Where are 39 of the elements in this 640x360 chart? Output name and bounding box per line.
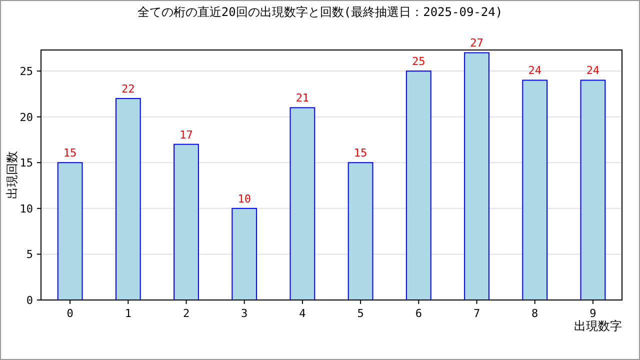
data-label: 15 xyxy=(63,146,77,160)
bar xyxy=(580,80,606,300)
x-tick-label: 5 xyxy=(357,307,364,320)
x-tick-label: 2 xyxy=(182,307,190,320)
bar xyxy=(174,144,199,300)
bar xyxy=(522,80,548,300)
x-tick-label: 3 xyxy=(241,307,248,320)
bar xyxy=(232,208,258,300)
x-tick-label: 0 xyxy=(66,307,74,320)
x-tick-label: 9 xyxy=(590,307,596,320)
x-axis-title: 出現数字 xyxy=(574,319,622,333)
bar xyxy=(290,107,316,300)
y-tick-label: 0 xyxy=(26,294,33,307)
chart-title: 全ての桁の直近20回の出現数字と回数(最終抽選日：2025-09-24) xyxy=(137,5,503,19)
y-tick-label: 25 xyxy=(20,65,33,78)
y-tick-label: 15 xyxy=(20,156,33,170)
bar xyxy=(115,98,141,300)
data-label: 15 xyxy=(354,146,368,160)
x-tick-label: 4 xyxy=(299,307,306,320)
data-label: 22 xyxy=(122,82,135,96)
bar xyxy=(406,70,432,300)
data-label: 10 xyxy=(238,192,251,206)
y-tick-label: 20 xyxy=(20,110,33,124)
bar xyxy=(57,162,83,300)
bar xyxy=(348,162,374,300)
data-label: 25 xyxy=(412,55,426,68)
data-label: 24 xyxy=(528,64,542,78)
y-tick-label: 5 xyxy=(26,248,33,262)
x-tick-label: 6 xyxy=(415,307,422,320)
bar xyxy=(464,52,490,300)
data-label: 17 xyxy=(180,128,193,142)
y-axis-title: 出現回数 xyxy=(5,151,19,199)
x-tick-label: 8 xyxy=(532,307,538,320)
x-tick-label: 7 xyxy=(473,307,480,320)
y-tick-label: 10 xyxy=(20,202,33,216)
x-tick-label: 1 xyxy=(124,307,132,320)
data-label: 24 xyxy=(586,64,600,78)
data-label: 27 xyxy=(470,36,484,50)
data-label: 21 xyxy=(296,92,310,105)
